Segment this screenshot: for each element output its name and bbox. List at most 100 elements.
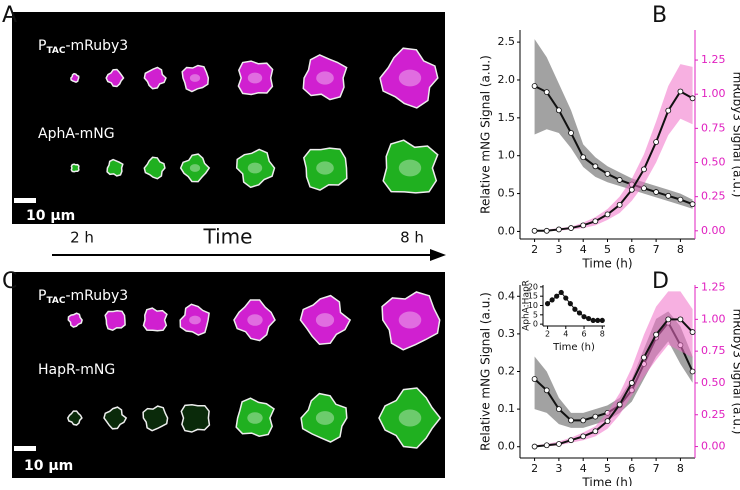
point [605, 212, 610, 217]
point [629, 187, 634, 192]
y-tick-label: 1.00 [701, 87, 726, 100]
cell-glow [399, 160, 421, 177]
point [600, 318, 604, 322]
point [544, 228, 549, 233]
panel-label: B [652, 3, 667, 28]
point [617, 177, 622, 182]
point [544, 443, 549, 448]
point [545, 301, 549, 305]
timeline-label: Time [203, 225, 253, 249]
point [593, 414, 598, 419]
y-tick-label: 0.00 [701, 440, 726, 453]
y-tick-label: 0.0 [498, 224, 516, 237]
cell-glow [247, 412, 262, 424]
point [690, 369, 695, 374]
cell-glow [248, 163, 262, 174]
y-tick-label: 0.5 [498, 187, 516, 200]
cell-glow [190, 164, 200, 172]
y-tick-label: 1.25 [701, 281, 726, 294]
point [666, 193, 671, 198]
point [573, 307, 577, 311]
y-tick-label: 0.0 [498, 440, 516, 453]
point [564, 296, 568, 300]
y-tick-label: 0.4 [498, 289, 516, 302]
point [617, 402, 622, 407]
point [532, 377, 537, 382]
cell [71, 74, 79, 83]
point [690, 96, 695, 101]
cell-glow [247, 314, 262, 326]
point [556, 108, 561, 113]
point [617, 202, 622, 207]
y-tick-label: 0.25 [701, 190, 726, 203]
point [569, 226, 574, 231]
panel-label: A [2, 3, 17, 28]
cell [107, 160, 123, 176]
point [556, 227, 561, 232]
point [593, 164, 598, 169]
x-tick-label: 5 [604, 462, 611, 475]
point [678, 89, 683, 94]
point [690, 330, 695, 335]
point [678, 317, 683, 322]
x-tick-label: 5 [604, 243, 611, 256]
point [554, 294, 558, 298]
y-tick-label: 0.50 [701, 156, 726, 169]
x-tick-label: 2 [531, 243, 538, 256]
y-tick-label: 1.25 [701, 53, 726, 66]
cell-glow [248, 73, 262, 84]
y-tick-label: 0.75 [701, 121, 726, 134]
y-tick-label: 0.50 [701, 376, 726, 389]
point [581, 155, 586, 160]
point [569, 130, 574, 135]
y-tick-label: 0.00 [701, 224, 726, 237]
point [550, 298, 554, 302]
x-tick-label: 2 [531, 462, 538, 475]
x-tick-label: 4 [580, 243, 587, 256]
cell-glow [399, 70, 421, 87]
y2-axis-title: mRuby3 Signal (a.u.) [731, 72, 740, 198]
cell [105, 311, 125, 330]
y-tick-label: 5 [533, 310, 538, 319]
point [581, 223, 586, 228]
reporter-sub: TAC [46, 296, 65, 306]
x-axis-title: Time (h) [581, 476, 632, 487]
y-tick-label: 1.00 [701, 312, 726, 325]
x-tick-label: 6 [628, 243, 635, 256]
point [556, 407, 561, 412]
point [532, 228, 537, 233]
point [586, 316, 590, 320]
timeline-start: 2 h [70, 229, 94, 247]
y-tick-label: 1.5 [498, 111, 516, 124]
point [641, 355, 646, 360]
scale-label: 10 µm [24, 458, 73, 474]
point [593, 219, 598, 224]
scale-label: 10 µm [26, 208, 75, 224]
y-tick-label: 0.75 [701, 344, 726, 357]
point [582, 314, 586, 318]
point [544, 388, 549, 393]
point [654, 190, 659, 195]
cell-glow [316, 161, 334, 174]
cell [71, 164, 79, 172]
cell [144, 308, 167, 331]
x-tick-label: 8 [677, 462, 684, 475]
y-axis-title: Relative mNG Signal (a.u.) [479, 292, 493, 451]
fusion-label: AphA-mNG [38, 126, 115, 142]
point [641, 167, 646, 172]
point [559, 290, 563, 294]
cell [181, 405, 209, 432]
point [581, 434, 586, 439]
y-tick-label: 2.0 [498, 73, 516, 86]
point [569, 438, 574, 443]
x-axis-title: Time (h) [581, 257, 632, 271]
point [666, 108, 671, 113]
reporter-p: P [38, 38, 46, 54]
y-axis-title: Relative mNG Signal (a.u.) [479, 55, 493, 214]
x-tick-label: 3 [555, 462, 562, 475]
point [605, 171, 610, 176]
y-tick-label: 0.1 [498, 402, 516, 415]
reporter-sub: TAC [46, 46, 65, 56]
x-tick-label: 7 [653, 243, 660, 256]
